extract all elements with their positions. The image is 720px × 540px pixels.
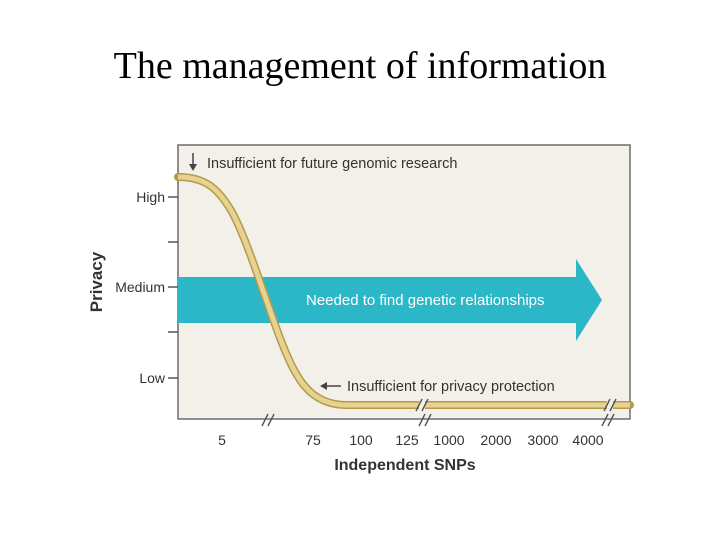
- curve-break-marks: [415, 398, 617, 412]
- x-tick-125: 125: [395, 432, 419, 448]
- y-tick-medium: Medium: [115, 279, 165, 295]
- top-annotation: Insufficient for future genomic research: [207, 156, 457, 172]
- y-tick-high: High: [136, 189, 165, 205]
- y-tick-low: Low: [139, 370, 166, 386]
- arrow-label: Needed to find genetic relationships: [306, 292, 545, 309]
- x-axis-title: Independent SNPs: [334, 457, 475, 474]
- x-tick-100: 100: [349, 432, 373, 448]
- y-axis-title: Privacy: [87, 251, 106, 312]
- bottom-annotation-arrow: [320, 382, 341, 390]
- y-axis-ticks: [168, 196, 178, 379]
- slide-title: The management of information: [113, 45, 607, 87]
- privacy-curve: [177, 174, 630, 408]
- bottom-annotation: Insufficient for privacy protection: [347, 379, 555, 395]
- needed-range-arrow: [178, 259, 602, 341]
- x-tick-2000: 2000: [480, 432, 511, 448]
- x-tick-75: 75: [305, 432, 321, 448]
- x-axis-break-marks: [261, 413, 615, 427]
- x-tick-4000: 4000: [572, 432, 603, 448]
- x-tick-3000: 3000: [527, 432, 558, 448]
- x-tick-5: 5: [218, 432, 226, 448]
- x-tick-1000: 1000: [433, 432, 464, 448]
- top-annotation-arrow: [189, 153, 197, 171]
